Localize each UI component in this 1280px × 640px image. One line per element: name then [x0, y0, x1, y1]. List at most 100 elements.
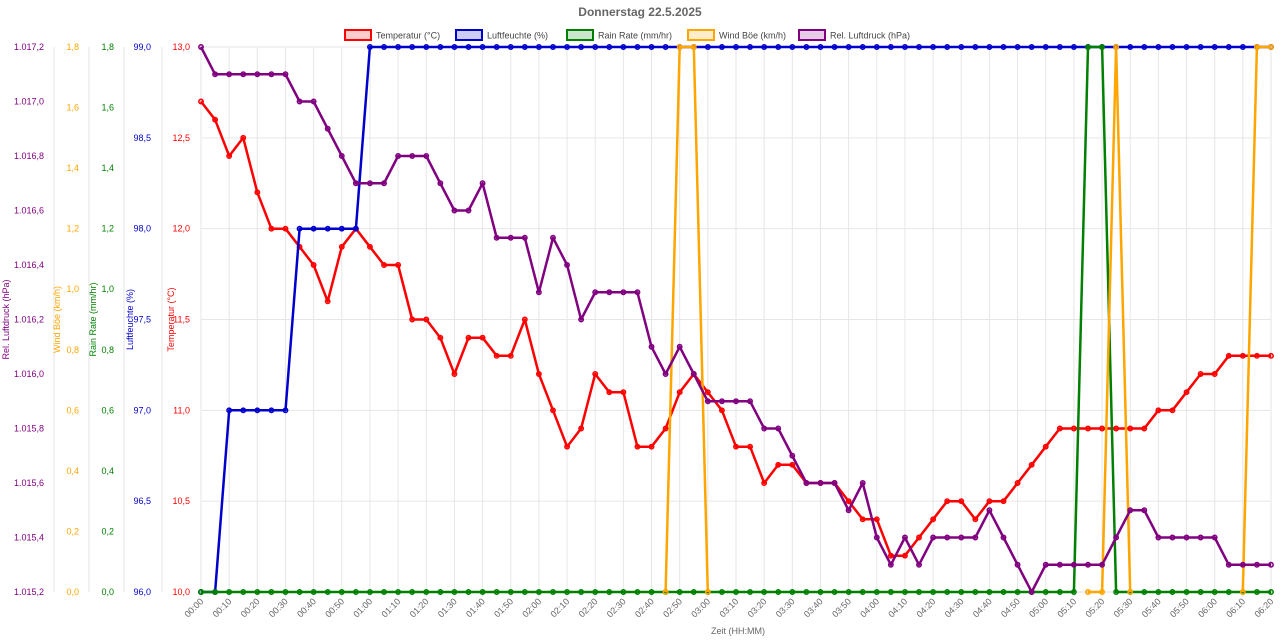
data-point — [437, 589, 444, 595]
humidity-axis-tick: 98,5 — [133, 133, 151, 143]
legend-label: Temperatur (°C) — [376, 31, 440, 41]
data-point — [1141, 425, 1148, 432]
data-point — [1225, 44, 1232, 50]
data-point — [817, 589, 824, 595]
data-point — [1028, 461, 1035, 468]
data-point — [465, 207, 472, 214]
data-point — [747, 398, 754, 405]
data-point — [1127, 44, 1134, 50]
data-point — [592, 289, 599, 296]
data-point — [550, 44, 556, 50]
data-point — [972, 534, 979, 541]
data-point — [944, 498, 951, 505]
legend[interactable]: Temperatur (°C) Luftfeuchte (%) Rain Rate … — [344, 29, 910, 41]
data-point — [1253, 589, 1260, 595]
series-line — [664, 45, 1271, 594]
data-point — [366, 180, 373, 187]
grid-lines — [200, 46, 1272, 597]
data-point — [535, 289, 542, 296]
data-point — [930, 589, 937, 595]
x-axis-tick: 05:30 — [1112, 596, 1135, 619]
data-point — [1000, 498, 1007, 505]
data-point — [916, 534, 922, 541]
humidity-axis-tick: 96,5 — [133, 496, 151, 506]
pressure-axis-tick: 1.015,8 — [14, 424, 44, 434]
data-point — [606, 589, 613, 595]
data-point — [803, 480, 810, 486]
humidity-axis-tick: 98,0 — [133, 224, 151, 234]
x-axis-tick: 04:10 — [886, 596, 909, 619]
data-point — [662, 589, 669, 595]
legend-item[interactable]: Wind Böe (km/h) — [687, 29, 786, 41]
data-point — [1183, 389, 1190, 396]
data-point — [873, 516, 880, 523]
data-point — [704, 389, 711, 396]
data-point — [634, 44, 641, 50]
data-point — [1085, 44, 1091, 50]
data-point — [958, 44, 965, 50]
data-point — [747, 443, 754, 450]
x-axis-tick: 02:40 — [633, 596, 656, 619]
data-point — [268, 407, 275, 414]
data-point — [437, 180, 444, 187]
data-point — [564, 44, 571, 50]
pressure-axis-tick: 1.017,0 — [14, 97, 44, 107]
data-point — [690, 371, 697, 377]
legend-item[interactable]: Luftfeuchte (%) — [455, 29, 548, 41]
y-axes: 1.015,2 1.015,4 1.015,6 1.015,8 1.016,0 1.016… — [1, 42, 190, 597]
data-point — [1127, 425, 1134, 432]
data-point — [254, 407, 261, 414]
data-point — [507, 234, 514, 241]
temp-axis-tick: 13,0 — [172, 42, 190, 52]
data-point — [1070, 44, 1077, 50]
data-point — [887, 561, 894, 568]
data-point — [395, 262, 402, 268]
data-point — [916, 44, 922, 50]
data-point — [775, 461, 782, 468]
data-point — [1070, 561, 1077, 568]
data-point — [324, 589, 331, 595]
data-point — [550, 234, 556, 241]
data-point — [789, 589, 796, 595]
data-point — [451, 44, 458, 50]
data-point — [578, 316, 585, 323]
data-point — [916, 589, 922, 595]
data-point — [859, 516, 866, 523]
data-point — [887, 589, 894, 595]
data-point — [761, 480, 768, 486]
data-point — [873, 589, 880, 595]
data-point — [564, 443, 571, 450]
data-point — [268, 589, 275, 595]
data-point — [648, 443, 655, 450]
data-point — [395, 44, 402, 50]
data-point — [859, 480, 866, 486]
data-point — [1085, 589, 1091, 595]
x-axis-tick: 04:30 — [943, 596, 966, 619]
data-point — [676, 589, 683, 595]
data-point — [1014, 589, 1021, 595]
data-point — [592, 589, 599, 595]
rain-axis-tick: 1,0 — [101, 284, 114, 294]
data-point — [831, 589, 838, 595]
data-point — [1155, 44, 1162, 50]
data-point — [451, 207, 458, 214]
legend-item[interactable]: Temperatur (°C) — [344, 29, 440, 41]
humidity-axis-tick: 97,0 — [133, 405, 151, 415]
legend-label: Rel. Luftdruck (hPa) — [830, 31, 910, 41]
data-point — [1070, 589, 1077, 595]
data-point — [1000, 44, 1007, 50]
data-point — [620, 289, 627, 296]
data-point — [733, 443, 739, 450]
data-point — [733, 398, 739, 405]
data-point — [423, 153, 430, 159]
series-line — [200, 100, 1271, 557]
wind-axis-tick: 0,2 — [66, 526, 79, 536]
data-point — [761, 589, 768, 595]
legend-item[interactable]: Rain Rate (mm/hr) — [566, 29, 672, 41]
data-point — [606, 389, 613, 396]
data-point — [451, 589, 458, 595]
legend-item[interactable]: Rel. Luftdruck (hPa) — [798, 29, 910, 41]
data-point — [592, 371, 599, 377]
x-axis: 00:00 00:10 00:20 00:30 00:40 00:50 01:00 01:10… — [182, 591, 1275, 619]
x-axis-tick: 06:20 — [1252, 596, 1275, 619]
